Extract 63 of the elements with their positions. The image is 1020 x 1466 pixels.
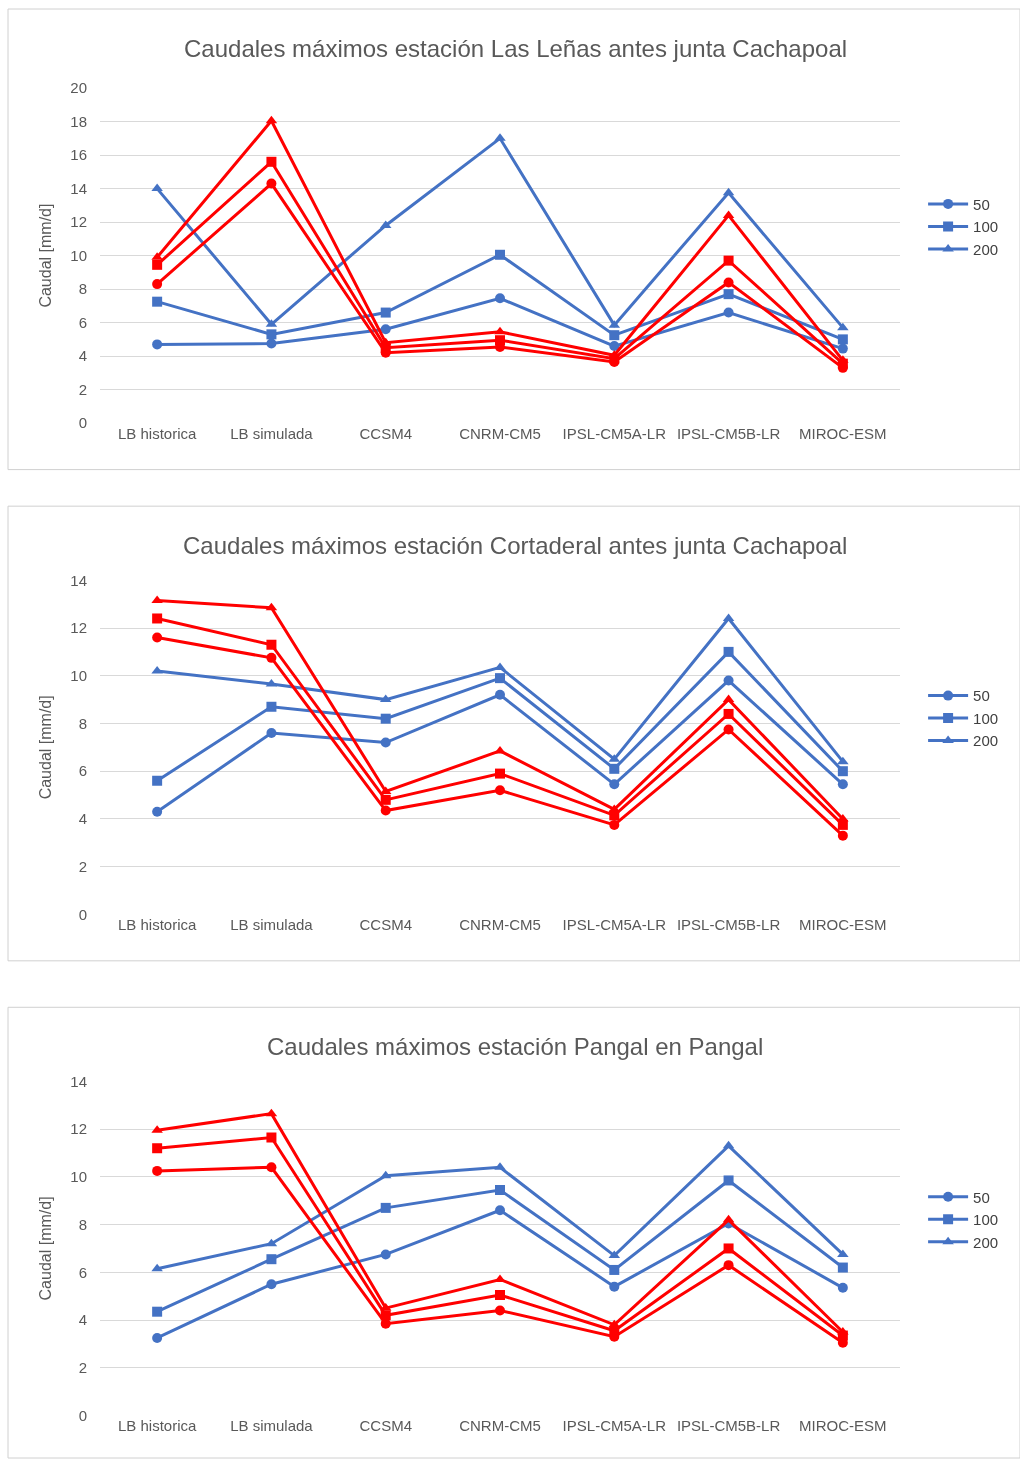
x-tick-label: IPSL-CM5A-LR <box>562 1417 667 1435</box>
y-tick-label: 14 <box>70 179 87 197</box>
y-tick-label: 18 <box>70 112 87 130</box>
x-tick-label: LB historica <box>117 916 197 934</box>
y-tick-label: 2 <box>78 1359 87 1377</box>
y-tick-label: 8 <box>78 1215 87 1233</box>
y-tick-label: 14 <box>70 571 87 589</box>
y-tick-label: 16 <box>70 146 87 164</box>
y-tick-label: 4 <box>78 810 87 828</box>
y-tick-label: 6 <box>78 762 87 780</box>
legend-label: 100 <box>973 1211 999 1229</box>
y-tick-label: 0 <box>78 414 87 432</box>
legend-label: 50 <box>973 687 990 705</box>
x-tick-label: CCSM4 <box>359 425 412 443</box>
y-tick-label: 12 <box>70 1120 87 1138</box>
x-tick-label: CNRM-CM5 <box>459 425 541 443</box>
legend-label: 50 <box>973 1188 990 1206</box>
x-tick-label: LB simulada <box>230 1417 314 1435</box>
legend-label: 50 <box>973 195 990 213</box>
chart-title: Caudales máximos estación Cortaderal antes junta Cachapoal <box>183 532 848 559</box>
y-tick-label: 8 <box>78 280 87 298</box>
x-tick-label: MIROC-ESM <box>799 916 887 934</box>
x-tick-label: CNRM-CM5 <box>459 1417 541 1435</box>
legend-label: 200 <box>973 240 999 258</box>
x-tick-label: IPSL-CM5B-LR <box>676 916 781 934</box>
y-tick-label: 6 <box>78 1263 87 1281</box>
x-tick-label: LB historica <box>117 1417 197 1435</box>
x-tick-label: CCSM4 <box>359 1417 412 1435</box>
y-tick-label: 8 <box>78 714 87 732</box>
y-tick-label: 12 <box>70 619 87 637</box>
legend-label: 200 <box>973 1233 999 1251</box>
y-tick-label: 2 <box>78 857 87 875</box>
x-tick-label: LB simulada <box>230 425 314 443</box>
chart-title: Caudales máximos estación Pangal en Pangal <box>267 1033 764 1060</box>
chart-title: Caudales máximos estación Las Leñas antes junta Cachapoal <box>184 35 848 62</box>
x-tick-label: IPSL-CM5A-LR <box>562 916 667 934</box>
y-axis-title: Caudal [mm/d] <box>37 695 55 800</box>
y-tick-label: 0 <box>78 905 87 923</box>
y-tick-label: 10 <box>70 667 87 684</box>
y-tick-label: 20 <box>70 79 87 97</box>
y-tick-label: 10 <box>70 1168 87 1186</box>
x-tick-label: CCSM4 <box>359 916 412 934</box>
legend-label: 200 <box>973 732 999 750</box>
x-tick-label: LB simulada <box>230 916 314 934</box>
x-tick-label: LB historica <box>117 425 197 443</box>
legend-label: 100 <box>973 218 999 236</box>
y-tick-label: 14 <box>70 1072 87 1090</box>
x-tick-label: MIROC-ESM <box>799 1417 887 1435</box>
y-axis-title: Caudal [mm/d] <box>37 203 55 308</box>
legend-label: 100 <box>973 709 999 727</box>
x-tick-label: IPSL-CM5A-LR <box>562 425 667 443</box>
x-tick-label: IPSL-CM5B-LR <box>676 425 781 443</box>
y-tick-label: 0 <box>78 1406 87 1424</box>
y-tick-label: 2 <box>78 380 87 398</box>
y-tick-label: 4 <box>78 347 87 365</box>
y-tick-label: 10 <box>70 246 87 264</box>
y-tick-label: 6 <box>78 313 87 331</box>
y-tick-label: 12 <box>70 213 87 231</box>
y-tick-label: 4 <box>78 1311 87 1329</box>
x-tick-label: CNRM-CM5 <box>459 916 541 934</box>
y-axis-title: Caudal [mm/d] <box>37 1196 55 1301</box>
x-tick-label: IPSL-CM5B-LR <box>676 1417 781 1435</box>
x-tick-label: MIROC-ESM <box>799 425 887 443</box>
